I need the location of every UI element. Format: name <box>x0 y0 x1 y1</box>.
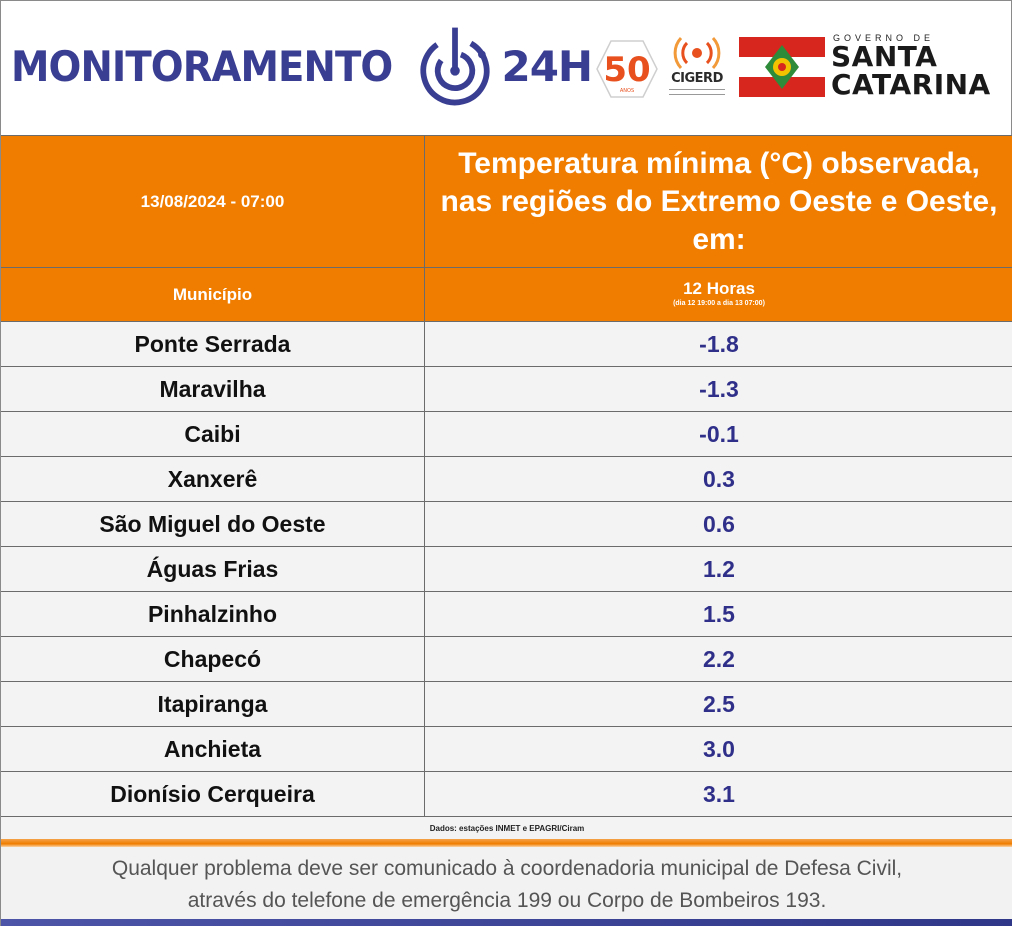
gov-label: GOVERNO DE <box>833 33 935 43</box>
municipio-cell: Caibi <box>1 412 425 456</box>
footer-notice: Qualquer problema deve ser comunicado à … <box>1 847 1012 919</box>
municipio-cell: Maravilha <box>1 367 425 411</box>
svg-text:ANOS: ANOS <box>620 88 634 94</box>
temperature-value-cell: 1.5 <box>703 600 735 627</box>
header: MONITORAMENTO 24H 50 ANOS CIG <box>1 1 1011 135</box>
table-row: Chapecó 2.2 <box>1 637 1012 682</box>
santa-catarina-flag <box>739 37 825 97</box>
municipio-cell: São Miguel do Oeste <box>1 502 425 546</box>
table-header-row: Município 12 Horas (dia 12 19:00 a dia 1… <box>1 268 1012 322</box>
brand-suffix: 24H <box>501 41 593 91</box>
table-row: Pinhalzinho 1.5 <box>1 592 1012 637</box>
gov-state-line2: CATARINA <box>831 68 991 101</box>
period-label: 12 Horas <box>683 278 755 298</box>
footer-line-1: Qualquer problema deve ser comunicado à … <box>111 857 903 880</box>
municipio-cell: Anchieta <box>1 727 425 771</box>
temperature-value-cell: -1.3 <box>699 375 739 402</box>
municipio-cell: Dionísio Cerqueira <box>1 772 425 816</box>
temperature-value-cell: -0.1 <box>699 420 739 447</box>
municipio-cell: Xanxerê <box>1 457 425 501</box>
temperature-value-cell: 2.5 <box>703 690 735 717</box>
column-header-municipio: Município <box>1 268 425 321</box>
source-row: Dados: estações INMET e EPAGRI/Ciram <box>1 817 1012 839</box>
temperature-value-cell: -1.8 <box>699 330 739 357</box>
table-row: Anchieta 3.0 <box>1 727 1012 772</box>
signal-icon <box>673 36 721 70</box>
datetime-cell: 13/08/2024 - 07:00 <box>1 136 425 267</box>
cigerd-subtitle-lines <box>669 89 725 95</box>
municipio-cell: Pinhalzinho <box>1 592 425 636</box>
municipio-cell: Chapecó <box>1 637 425 681</box>
footer-line-2: através do telefone de emergência 199 ou… <box>187 889 827 912</box>
table-title-row: 13/08/2024 - 07:00 Temperatura mínima (°… <box>1 136 1012 268</box>
blue-bottom-bar <box>1 919 1012 926</box>
table-row: Maravilha -1.3 <box>1 367 1012 412</box>
svg-text:50: 50 <box>603 50 650 90</box>
table-row: Águas Frias 1.2 <box>1 547 1012 592</box>
column-header-period: 12 Horas (dia 12 19:00 a dia 13 07:00) <box>425 268 1012 321</box>
temperature-value-cell: 1.2 <box>703 555 735 582</box>
temperature-value-cell: 3.1 <box>703 780 735 807</box>
temperature-value-cell: 3.0 <box>703 735 735 762</box>
anniversary-50-logo: 50 ANOS <box>596 40 658 98</box>
monitor-target-icon <box>420 27 491 106</box>
table-row: Dionísio Cerqueira 3.1 <box>1 772 1012 817</box>
table-row: Caibi -0.1 <box>1 412 1012 457</box>
cigerd-label: CIGERD <box>671 71 723 86</box>
gov-state-line1: SANTA <box>831 40 938 73</box>
temperature-value-cell: 2.2 <box>703 645 735 672</box>
brand-word: MONITORAMENTO <box>11 41 393 91</box>
orange-divider <box>1 839 1012 847</box>
temperature-table: 13/08/2024 - 07:00 Temperatura mínima (°… <box>1 135 1012 839</box>
cigerd-logo: CIGERD <box>665 33 729 103</box>
brand-logo: MONITORAMENTO 24H <box>11 27 593 106</box>
table-row: Xanxerê 0.3 <box>1 457 1012 502</box>
municipio-cell: Águas Frias <box>1 547 425 591</box>
municipio-cell: Itapiranga <box>1 682 425 726</box>
data-source: Dados: estações INMET e EPAGRI/Ciram <box>429 823 585 833</box>
municipio-cell: Ponte Serrada <box>1 322 425 366</box>
table-body: Ponte Serrada -1.8 Maravilha -1.3 Caibi -0.1 X… <box>1 322 1012 817</box>
temperature-value-cell: 0.3 <box>703 465 735 492</box>
temperature-value-cell: 0.6 <box>703 510 735 537</box>
period-sublabel: (dia 12 19:00 a dia 13 07:00) <box>673 299 765 307</box>
government-logo: GOVERNO DE SANTA CATARINA <box>831 33 1007 99</box>
table-row: Itapiranga 2.5 <box>1 682 1012 727</box>
table-row: Ponte Serrada -1.8 <box>1 322 1012 367</box>
table-title: Temperatura mínima (°C) observada, nas r… <box>440 146 998 256</box>
table-row: São Miguel do Oeste 0.6 <box>1 502 1012 547</box>
